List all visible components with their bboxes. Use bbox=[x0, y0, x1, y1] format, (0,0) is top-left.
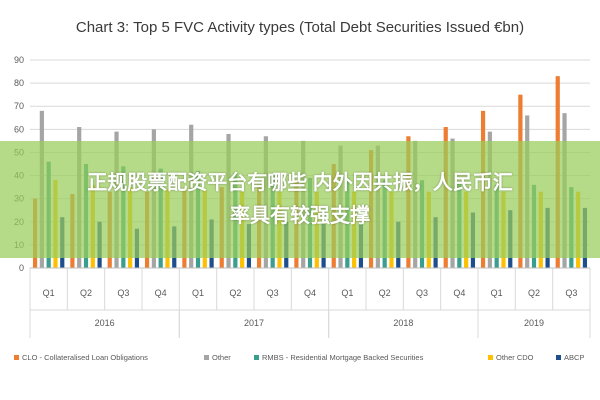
y-tick-label: 70 bbox=[14, 101, 24, 111]
x-tick-label: Q4 bbox=[155, 288, 167, 298]
year-label: 2017 bbox=[244, 318, 264, 328]
x-axis: Q1 Q2 Q3 Q4 Q1 Q2 Q3 Q4 Q1 Q2 Q3 Q4 Q1 Q2 Q3 2016 2017 20… bbox=[29, 267, 591, 338]
year-label: 2016 bbox=[95, 318, 115, 328]
x-tick-label: Q2 bbox=[379, 288, 391, 298]
x-tick-label: Q1 bbox=[43, 288, 55, 298]
x-tick-label: Q1 bbox=[341, 288, 353, 298]
x-tick-label: Q4 bbox=[304, 288, 316, 298]
legend: CLO - Collateralised Loan Obligations Oth… bbox=[14, 353, 584, 362]
legend-label: Other bbox=[212, 353, 231, 362]
x-tick-label: Q2 bbox=[229, 288, 241, 298]
legend-swatch bbox=[204, 355, 209, 360]
y-tick-label: 90 bbox=[14, 55, 24, 65]
year-label: 2019 bbox=[524, 318, 544, 328]
x-tick-label: Q3 bbox=[565, 288, 577, 298]
legend-label: CLO - Collateralised Loan Obligations bbox=[22, 353, 148, 362]
overlay-line-1: 正规股票配资平台有哪些 内外因共振，人民币汇 bbox=[87, 172, 513, 194]
overlay-line-2: 率具有较强支撑 bbox=[230, 205, 370, 227]
legend-swatch bbox=[14, 355, 19, 360]
x-tick-label: Q2 bbox=[80, 288, 92, 298]
legend-label: ABCP bbox=[564, 353, 584, 362]
legend-swatch bbox=[488, 355, 493, 360]
legend-swatch bbox=[254, 355, 259, 360]
x-tick-label: Q3 bbox=[117, 288, 129, 298]
y-tick-label: 60 bbox=[14, 124, 24, 134]
x-tick-label: Q1 bbox=[491, 288, 503, 298]
x-tick-label: Q2 bbox=[528, 288, 540, 298]
x-tick-label: Q4 bbox=[453, 288, 465, 298]
x-tick-label: Q3 bbox=[416, 288, 428, 298]
x-tick-label: Q1 bbox=[192, 288, 204, 298]
legend-label: Other CDO bbox=[496, 353, 534, 362]
overlay-headline[interactable]: 正规股票配资平台有哪些 内外因共振，人民币汇 率具有较强支撑 bbox=[0, 167, 600, 233]
y-tick-label: 80 bbox=[14, 78, 24, 88]
y-tick-label: 0 bbox=[19, 263, 24, 273]
overlay-banner bbox=[0, 141, 600, 258]
year-label: 2018 bbox=[393, 318, 413, 328]
x-tick-label: Q3 bbox=[267, 288, 279, 298]
legend-swatch bbox=[556, 355, 561, 360]
chart-title: Chart 3: Top 5 FVC Activity types (Total… bbox=[76, 19, 524, 36]
legend-label: RMBS - Residential Mortgage Backed Secur… bbox=[262, 353, 424, 362]
